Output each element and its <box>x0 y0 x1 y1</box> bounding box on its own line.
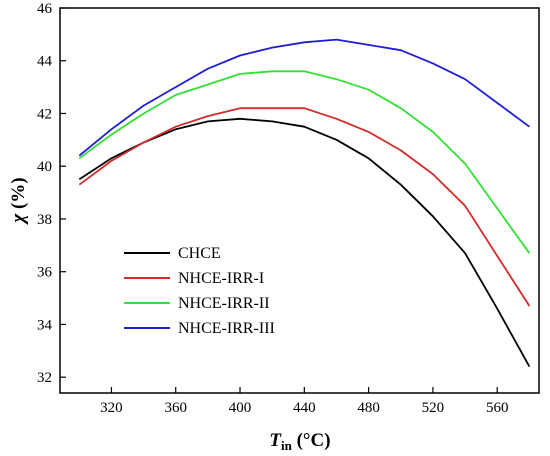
legend-label: NHCE-IRR-I <box>178 270 264 287</box>
series-line-2 <box>78 107 531 307</box>
y-tick-label: 34 <box>37 317 53 333</box>
y-tick-label: 46 <box>37 1 53 17</box>
legend: CHCE NHCE-IRR-I NHCE-IRR-II NHCE-IRR-III <box>124 245 275 337</box>
y-tick-label: 32 <box>37 370 52 386</box>
y-axis-title: χ (%) <box>8 177 29 225</box>
x-tick-label: 480 <box>357 400 380 416</box>
x-tick-label: 520 <box>422 400 445 416</box>
series-lines <box>78 38 531 368</box>
x-tick-label: 560 <box>486 400 509 416</box>
x-tick-label: 440 <box>293 400 316 416</box>
x-tick-label: 400 <box>229 400 252 416</box>
x-axis-title: Tin (°C) <box>269 430 330 453</box>
series-line-3 <box>78 70 531 254</box>
y-tick-label: 36 <box>37 265 53 281</box>
plot-frame <box>59 7 540 394</box>
legend-label: NHCE-IRR-III <box>178 320 275 337</box>
legend-label: CHCE <box>178 245 221 262</box>
y-tick-label: 42 <box>37 106 52 122</box>
y-tick-label: 40 <box>37 159 52 175</box>
y-tick-label: 44 <box>37 54 53 70</box>
axis-ticks: 320 360 400 440 480 520 560 32 34 36 38 40 42 44 46 <box>37 1 508 416</box>
x-tick-label: 320 <box>100 400 123 416</box>
series-line-4 <box>78 38 530 157</box>
x-tick-label: 360 <box>164 400 187 416</box>
legend-label: NHCE-IRR-II <box>178 295 270 312</box>
series-line-1 <box>78 117 531 368</box>
y-tick-label: 38 <box>37 212 52 228</box>
